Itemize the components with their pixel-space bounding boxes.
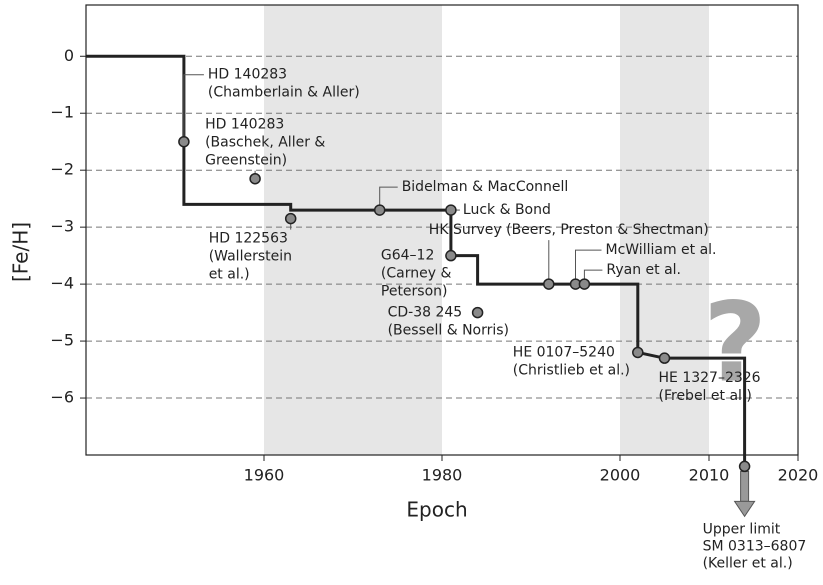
point-label: CD-38 245 [388,305,463,321]
data-point [445,204,457,216]
point-label: Upper limit [703,521,781,537]
x-tick-label: 1960 [244,466,285,485]
point-label: SM 0313–6807 [703,538,807,554]
point-label: (Christlieb et al.) [513,362,630,378]
leader-line [575,249,602,280]
y-tick-label: −4 [50,274,74,293]
leader-line [183,74,204,137]
point-label: et al.) [209,267,250,283]
y-axis-title: [Fe/H] [9,222,33,282]
data-point [738,460,751,473]
data-point [632,346,644,359]
point-label: McWilliam et al. [606,242,717,258]
data-point [658,352,671,364]
y-tick-label: −2 [50,160,74,179]
point-label: HD 122563 [209,231,288,247]
leader-line [583,269,603,280]
point-label: HD 140283 [205,117,284,133]
point-label: HE 0107–5240 [513,344,615,360]
x-tick-label: 1980 [422,466,463,485]
point-label: Bidelman & MacConnell [402,179,569,195]
x-tick-label: 2010 [689,466,730,485]
upper-limit-arrow [740,470,750,502]
point-label: HK Survey (Beers, Preston & Shectman) [429,222,709,238]
point-label: (Baschek, Aller & [205,135,325,151]
y-tick-label: 0 [64,46,74,65]
point-label: Luck & Bond [463,202,551,218]
question-mark: ? [703,278,767,406]
x-tick-label: 2000 [600,466,641,485]
shaded-span [264,5,442,455]
point-label: Ryan et al. [606,262,681,278]
upper-limit-arrow [733,500,756,518]
point-label: HE 1327–2326 [659,370,761,386]
point-label: (Keller et al.) [703,555,793,571]
point-label: G64–12 [381,248,434,264]
point-label: (Carney & [381,266,452,282]
data-point [578,278,591,290]
point-label: (Wallerstein [209,249,292,265]
point-label: (Bessell & Norris) [388,323,509,339]
y-tick-label: −3 [50,217,74,236]
data-point [445,249,457,262]
leader-line [379,186,398,206]
data-point [373,204,386,216]
point-label: Peterson) [381,284,448,300]
y-tick-label: −1 [50,103,74,122]
point-label: (Chamberlain & Aller) [208,85,360,101]
x-tick-label: 2020 [778,466,819,485]
point-label: HD 140283 [208,67,287,83]
shaded-span [620,5,709,455]
data-point [249,172,261,185]
y-tick-label: −5 [50,331,74,350]
y-tick-label: −6 [50,388,74,407]
plot-frame [85,4,799,456]
point-label: (Frebel et al.) [659,388,752,404]
data-point [471,306,484,319]
point-label: Greenstein) [205,153,287,169]
data-point [284,212,297,225]
data-point [178,135,190,148]
data-point [543,278,555,290]
x-axis-title: Epoch [406,498,467,522]
